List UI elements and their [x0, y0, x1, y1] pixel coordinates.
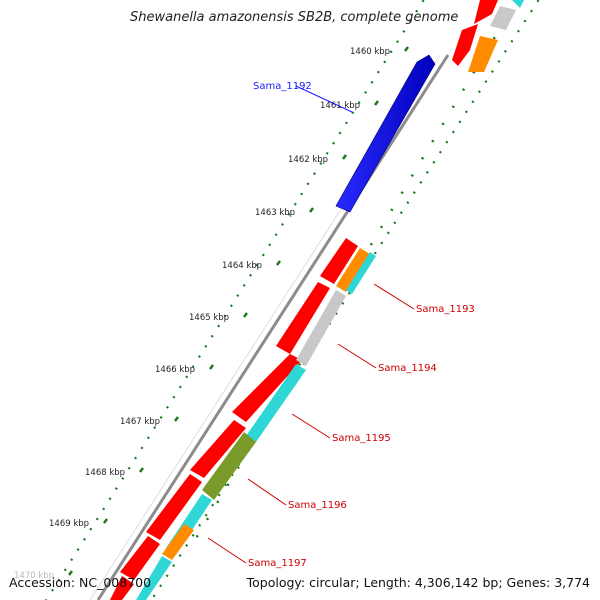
cds-cyan-edge[interactable]	[346, 252, 376, 294]
tick-mark	[309, 207, 314, 213]
tick-mark	[139, 467, 144, 473]
gene-callouts: Sama_1192 Sama_1193 Sama_1194 Sama_1195 Sama…	[207, 81, 475, 569]
cds-gray-1194[interactable]	[296, 290, 346, 366]
tick-mark	[342, 154, 347, 160]
callout-line	[207, 537, 247, 564]
tick-mark	[243, 312, 248, 318]
tick-label: 1468 kbp	[85, 468, 125, 478]
tick-mark	[374, 100, 379, 106]
gene-label[interactable]: Sama_1197	[248, 558, 307, 569]
callout-line	[295, 85, 353, 113]
scale-ring	[193, 19, 507, 541]
gene-reverse-6[interactable]	[120, 536, 160, 580]
gene-orange-top[interactable]	[468, 36, 498, 72]
cds-orange-1193[interactable]	[336, 248, 370, 292]
tick-label: 1465 kbp	[189, 313, 229, 323]
tick-mark	[68, 570, 73, 576]
gene-reverse-7[interactable]	[110, 576, 134, 600]
gene-reverse-5[interactable]	[146, 474, 202, 540]
tick-label: 1464 kbp	[222, 261, 262, 271]
tick-label: 1463 kbp	[255, 208, 295, 218]
gene-label[interactable]: Sama_1196	[288, 500, 347, 511]
genome-backbone	[89, 54, 450, 600]
callout-line	[337, 343, 377, 369]
tick-mark	[103, 518, 108, 524]
gene-reverse-2[interactable]	[276, 282, 330, 354]
topology-label: Topology: circular; Length: 4,306,142 bp…	[246, 575, 590, 590]
cds-orange-1197[interactable]	[162, 524, 194, 560]
feature-group-top	[452, 0, 524, 72]
tick-label: 1467 kbp	[120, 417, 160, 427]
gene-cyan-top[interactable]	[512, 0, 524, 8]
tick-label: 1460 kbp	[350, 47, 390, 57]
accession-label: Accession: NC_008700	[9, 575, 152, 590]
gene-label[interactable]: Sama_1193	[416, 304, 475, 315]
tick-mark	[276, 260, 281, 266]
tick-mark	[209, 364, 214, 370]
tick-label: 1462 kbp	[288, 155, 328, 165]
outer-dotted-ring	[44, 0, 426, 600]
tick-mark	[174, 416, 179, 422]
gene-reverse-top-2[interactable]	[452, 24, 478, 66]
gene-gray-top[interactable]	[490, 6, 516, 30]
gene-label[interactable]: Sama_1194	[378, 363, 437, 374]
gene-sama-1192[interactable]	[335, 54, 436, 213]
map-title: Shewanella amazonensis SB2B, complete ge…	[130, 10, 459, 25]
cds-cyan-3[interactable]	[136, 556, 172, 600]
gene-label[interactable]: Sama_1192	[253, 81, 312, 92]
gene-reverse-3[interactable]	[232, 354, 302, 422]
gene-label[interactable]: Sama_1195	[332, 433, 391, 444]
tick-mark	[404, 46, 409, 52]
tick-label: 1469 kbp	[49, 519, 89, 529]
gene-reverse-top-1[interactable]	[474, 0, 498, 24]
tick-label: 1466 kbp	[155, 365, 195, 375]
callout-line	[373, 283, 415, 310]
reverse-gene-track	[110, 238, 358, 600]
callout-line	[247, 478, 287, 506]
gene-reverse-4[interactable]	[190, 420, 246, 478]
cds-track	[136, 248, 376, 600]
callout-line	[291, 413, 331, 439]
cds-olive-1196[interactable]	[202, 432, 256, 500]
cds-cyan-1195[interactable]	[246, 364, 306, 442]
gene-reverse-1[interactable]	[320, 238, 358, 284]
tick-label: 1470 kbp	[14, 571, 54, 581]
